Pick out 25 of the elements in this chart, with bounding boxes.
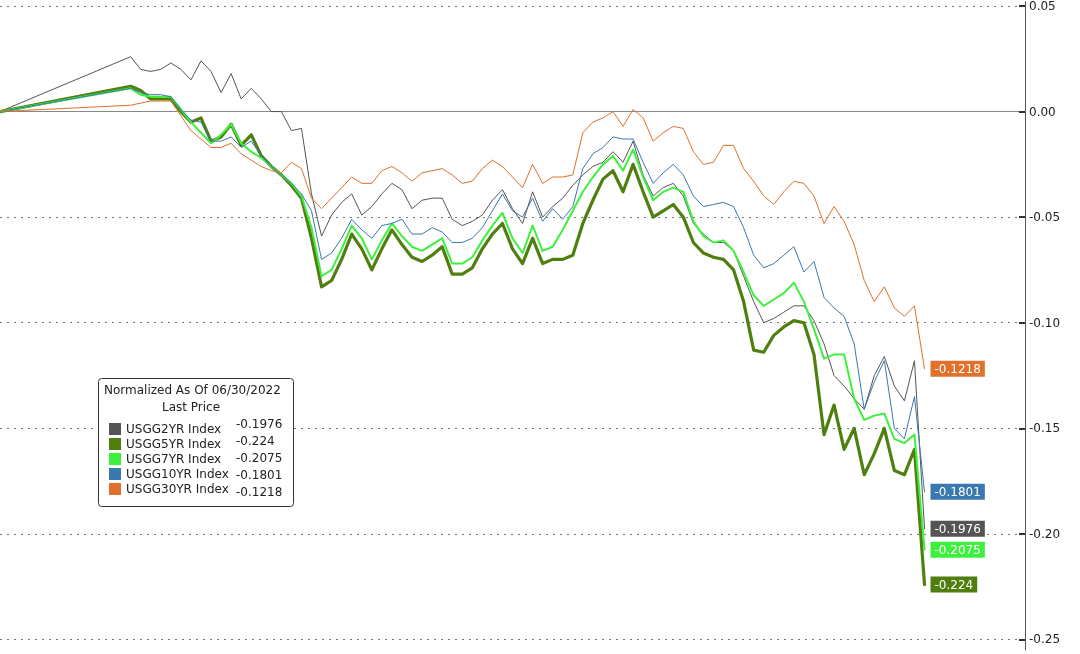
legend-label: USGG7YR Index xyxy=(126,452,222,466)
legend-label: USGG2YR Index xyxy=(126,422,222,436)
data-label: -0.1976 xyxy=(934,521,981,536)
line-series xyxy=(0,100,926,370)
legend-title: Normalized As Of 06/30/2022 xyxy=(104,383,281,397)
text: -0.1976 xyxy=(236,417,283,431)
data-label: -0.2075 xyxy=(934,542,981,557)
data-label: -0.1801 xyxy=(934,484,981,499)
legend-label: USGG30YR Index xyxy=(126,482,229,496)
annotation: Last Price xyxy=(162,400,221,414)
text: -0.1801 xyxy=(236,468,283,482)
data-label: -0.224 xyxy=(934,577,974,592)
y-tick-label: 0.05 xyxy=(1029,0,1056,13)
y-tick-label: -0.15 xyxy=(1029,421,1061,436)
legend-label: USGG5YR Index xyxy=(126,437,222,451)
text: -0.2075 xyxy=(236,451,283,465)
y-tick-label: -0.25 xyxy=(1029,632,1061,647)
y-tick-label: -0.20 xyxy=(1029,526,1061,541)
y-tick-label: 0.00 xyxy=(1029,104,1056,119)
y-tick-label: -0.05 xyxy=(1029,210,1061,225)
text: -0.1218 xyxy=(236,485,283,499)
legend-label: USGG10YR Index xyxy=(126,467,229,481)
text: -0.224 xyxy=(236,434,275,448)
y-tick-label: -0.10 xyxy=(1029,315,1061,330)
data-label: -0.1218 xyxy=(934,361,981,376)
